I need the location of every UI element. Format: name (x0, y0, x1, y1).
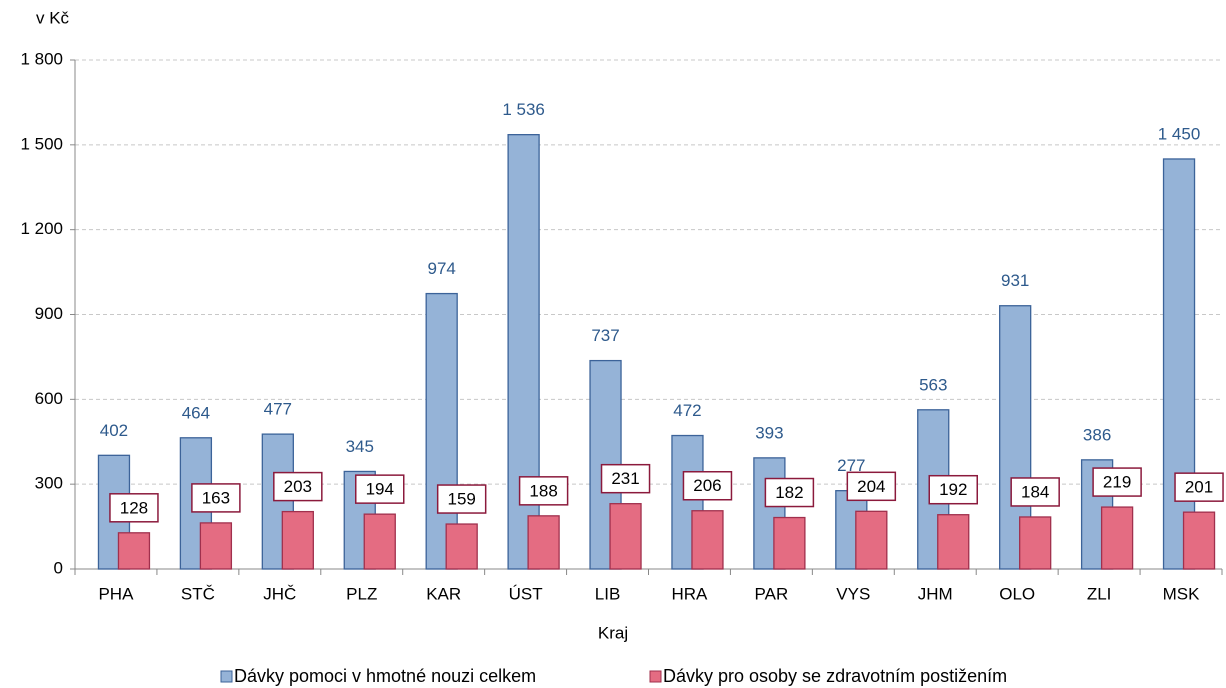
data-label: 464 (182, 403, 210, 422)
data-label-box (109, 493, 159, 523)
x-tick-label: MSK (1163, 584, 1201, 603)
data-label-box (518, 476, 569, 506)
x-tick-label: PLZ (346, 584, 377, 603)
data-label-box (928, 474, 978, 505)
data-label-box (764, 477, 815, 508)
bar (527, 515, 560, 570)
bar (773, 516, 806, 570)
y-axis-title: v Kč (36, 8, 70, 27)
x-axis-title: Kraj (598, 623, 628, 642)
bar (1182, 511, 1216, 570)
data-label: 386 (1083, 425, 1111, 444)
bar (425, 292, 458, 570)
x-tick-label: PHA (98, 584, 134, 603)
bar (1162, 158, 1196, 570)
bar (691, 510, 724, 570)
data-label: 192 (939, 480, 967, 499)
bar (855, 510, 888, 570)
data-label: 184 (1021, 482, 1049, 501)
bar (1019, 516, 1052, 570)
legend-swatch (220, 670, 233, 683)
x-tick-label: OLO (999, 584, 1035, 603)
data-label: 231 (611, 469, 639, 488)
data-label: 393 (755, 423, 783, 442)
data-label-box (600, 463, 651, 494)
y-tick-label: 900 (35, 304, 63, 323)
data-label-box (1092, 467, 1142, 497)
data-label: 182 (775, 483, 803, 502)
data-label: 194 (366, 480, 394, 499)
x-tick-label: JHM (918, 584, 953, 603)
bar (445, 523, 478, 570)
data-label: 219 (1103, 473, 1131, 492)
bar (281, 510, 314, 570)
data-label-box (191, 483, 241, 513)
x-tick-label: PAR (755, 584, 789, 603)
data-label: 204 (857, 477, 885, 496)
data-label: 206 (693, 476, 721, 495)
bar (363, 513, 396, 570)
bar (937, 514, 970, 570)
legend-label: Dávky pomoci v hmotné nouzi celkem (234, 666, 536, 686)
x-tick-label: STČ (181, 584, 215, 603)
data-label: 159 (447, 490, 475, 509)
y-tick-label: 1 200 (20, 219, 63, 238)
data-label: 563 (919, 375, 947, 394)
bar (1100, 506, 1134, 570)
data-label-box (1174, 472, 1224, 502)
data-label: 974 (427, 259, 455, 278)
y-tick-label: 1 800 (20, 49, 63, 68)
data-label: 203 (284, 477, 312, 496)
data-label: 402 (100, 421, 128, 440)
data-label: 163 (202, 488, 230, 507)
data-label: 737 (591, 326, 619, 345)
legend-label: Dávky pro osoby se zdravotním postižením (663, 666, 1007, 686)
x-tick-label: VYS (836, 584, 870, 603)
bar (609, 503, 642, 570)
data-label: 128 (120, 498, 148, 517)
y-tick-label: 1 500 (20, 134, 63, 153)
data-label: 477 (264, 400, 292, 419)
y-tick-label: 300 (35, 474, 63, 493)
data-label: 472 (673, 401, 701, 420)
data-label: 188 (529, 481, 557, 500)
data-label-box (436, 484, 487, 514)
data-label: 931 (1001, 271, 1029, 290)
bar (117, 532, 151, 570)
data-label-box (846, 471, 897, 502)
data-label-box (1010, 477, 1060, 507)
x-tick-label: LIB (595, 584, 621, 603)
data-label-box (682, 470, 733, 501)
data-label: 1 536 (502, 100, 545, 119)
legend-swatch (649, 670, 662, 683)
y-tick-label: 600 (35, 389, 63, 408)
data-label: 277 (837, 456, 865, 475)
x-tick-label: JHČ (263, 584, 296, 603)
data-label-box (355, 474, 405, 504)
x-tick-label: KAR (426, 584, 461, 603)
bar (199, 522, 233, 570)
data-label: 1 450 (1158, 124, 1201, 143)
x-tick-label: ÚST (509, 584, 543, 603)
x-tick-label: HRA (672, 584, 709, 603)
data-label-box (273, 471, 323, 502)
data-label: 345 (346, 437, 374, 456)
x-tick-label: ZLI (1087, 584, 1112, 603)
y-tick-label: 0 (54, 558, 63, 577)
data-label: 201 (1185, 478, 1213, 497)
